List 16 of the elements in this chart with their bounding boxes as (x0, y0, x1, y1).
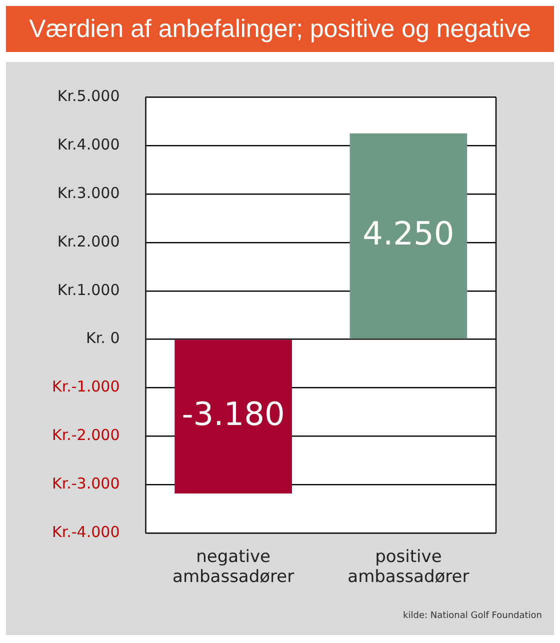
y-tick-label: Kr.1.000 (57, 280, 120, 299)
y-tick-label: Kr.4.000 (57, 135, 120, 154)
y-tick-label: Kr.-1.000 (52, 378, 120, 396)
y-tick-label: Kr.-2.000 (52, 426, 120, 444)
y-tick-label: Kr.2.000 (57, 232, 120, 250)
chart-title: Værdien af anbefalinger; positive og negative (6, 6, 554, 52)
y-tick-label: Kr.5.000 (57, 86, 120, 105)
data-label: -3.180 (182, 395, 285, 434)
y-tick-label: Kr. 0 (86, 329, 120, 348)
y-tick-label: Kr.-3.000 (52, 474, 120, 493)
y-tick-label: Kr.-4.000 (52, 523, 120, 542)
x-tick-label: negative ambassadører (172, 546, 294, 588)
y-tick-label: Kr.3.000 (57, 184, 120, 202)
x-tick-label: positive ambassadører (348, 546, 470, 588)
data-label: 4.250 (362, 214, 454, 252)
text: kilde: National Golf Foundation (403, 611, 542, 621)
